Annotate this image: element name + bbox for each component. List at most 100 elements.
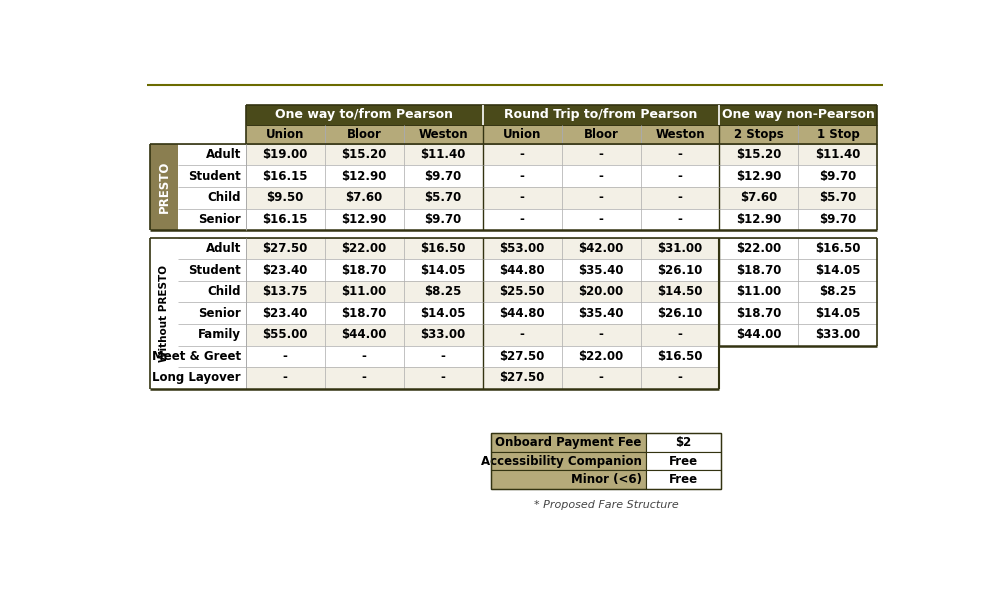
Text: Weston: Weston <box>655 128 705 141</box>
Text: $7.60: $7.60 <box>346 191 383 204</box>
Text: $8.25: $8.25 <box>424 285 462 298</box>
Text: $35.40: $35.40 <box>578 264 624 277</box>
Bar <box>246 324 877 346</box>
Text: -: - <box>677 213 682 226</box>
Bar <box>151 144 178 230</box>
Text: $42.00: $42.00 <box>578 242 624 255</box>
Text: $53.00: $53.00 <box>499 242 545 255</box>
Text: -: - <box>282 350 287 363</box>
Text: Bloor: Bloor <box>347 128 382 141</box>
Text: Adult: Adult <box>206 242 241 255</box>
Bar <box>720 238 877 346</box>
Bar <box>246 125 877 144</box>
Text: One way to/from Pearson: One way to/from Pearson <box>275 108 453 122</box>
Text: $14.05: $14.05 <box>815 264 860 277</box>
Text: $9.70: $9.70 <box>424 213 461 226</box>
Text: $16.50: $16.50 <box>657 350 702 363</box>
Text: $14.05: $14.05 <box>420 307 466 320</box>
Text: Long Layover: Long Layover <box>153 371 241 384</box>
Bar <box>646 452 721 470</box>
Text: -: - <box>520 213 525 226</box>
Bar <box>646 470 721 489</box>
Text: $13.75: $13.75 <box>262 285 308 298</box>
Bar <box>491 452 646 470</box>
Bar <box>246 238 877 260</box>
Text: $5.70: $5.70 <box>819 191 856 204</box>
Text: $11.40: $11.40 <box>420 148 466 161</box>
Text: $9.70: $9.70 <box>819 213 856 226</box>
Text: Round Trip to/from Pearson: Round Trip to/from Pearson <box>505 108 697 122</box>
Text: $27.50: $27.50 <box>262 242 308 255</box>
Text: $44.00: $44.00 <box>737 328 782 341</box>
Text: -: - <box>441 371 445 384</box>
Text: -: - <box>599 191 603 204</box>
Text: $16.50: $16.50 <box>815 242 860 255</box>
Text: -: - <box>362 371 367 384</box>
Text: $7.60: $7.60 <box>741 191 778 204</box>
Text: $22.00: $22.00 <box>579 350 624 363</box>
Text: $44.80: $44.80 <box>499 307 545 320</box>
Text: -: - <box>282 371 287 384</box>
Bar <box>178 238 246 389</box>
Text: Adult: Adult <box>206 148 241 161</box>
Bar <box>178 144 246 230</box>
Text: Child: Child <box>208 285 241 298</box>
Text: Weston: Weston <box>418 128 468 141</box>
Text: $9.70: $9.70 <box>819 170 856 183</box>
Text: One way non-Pearson: One way non-Pearson <box>722 108 875 122</box>
Text: -: - <box>599 371 603 384</box>
Text: Meet & Greet: Meet & Greet <box>152 350 241 363</box>
Text: -: - <box>599 148 603 161</box>
Text: $18.70: $18.70 <box>342 264 387 277</box>
Text: -: - <box>599 213 603 226</box>
Text: $33.00: $33.00 <box>420 328 465 341</box>
Text: -: - <box>677 148 682 161</box>
Text: PRESTO: PRESTO <box>158 161 171 213</box>
Text: $15.20: $15.20 <box>737 148 782 161</box>
Text: $27.50: $27.50 <box>499 371 545 384</box>
Text: Student: Student <box>188 170 241 183</box>
Text: -: - <box>677 371 682 384</box>
Text: $55.00: $55.00 <box>262 328 308 341</box>
Text: $26.10: $26.10 <box>657 307 702 320</box>
Bar <box>246 281 877 303</box>
Text: Family: Family <box>198 328 241 341</box>
Text: $20.00: $20.00 <box>579 285 624 298</box>
Bar <box>246 105 877 125</box>
Text: Senior: Senior <box>198 307 241 320</box>
Text: -: - <box>520 328 525 341</box>
Text: Onboard Payment Fee: Onboard Payment Fee <box>495 436 642 449</box>
Text: $22.00: $22.00 <box>737 242 782 255</box>
Text: $11.00: $11.00 <box>737 285 782 298</box>
Text: Minor (<6): Minor (<6) <box>571 473 642 486</box>
Text: Senior: Senior <box>198 213 241 226</box>
Text: $12.90: $12.90 <box>342 213 387 226</box>
Text: $14.05: $14.05 <box>420 264 466 277</box>
Text: $11.00: $11.00 <box>342 285 387 298</box>
Text: $18.70: $18.70 <box>342 307 387 320</box>
Text: Union: Union <box>266 128 305 141</box>
Text: $9.70: $9.70 <box>424 170 461 183</box>
Text: $14.50: $14.50 <box>657 285 702 298</box>
Text: Union: Union <box>502 128 542 141</box>
Bar <box>246 260 877 281</box>
Text: $15.20: $15.20 <box>342 148 387 161</box>
Text: $16.15: $16.15 <box>262 213 308 226</box>
Bar <box>246 303 877 324</box>
Bar <box>246 187 877 208</box>
Text: $23.40: $23.40 <box>262 307 308 320</box>
Text: $12.90: $12.90 <box>737 213 782 226</box>
Text: $12.90: $12.90 <box>737 170 782 183</box>
Text: $5.70: $5.70 <box>424 191 461 204</box>
Text: -: - <box>441 350 445 363</box>
Text: $16.15: $16.15 <box>262 170 308 183</box>
Text: -: - <box>677 170 682 183</box>
Text: -: - <box>520 148 525 161</box>
Text: $25.50: $25.50 <box>499 285 545 298</box>
Text: $23.40: $23.40 <box>262 264 308 277</box>
Text: $8.25: $8.25 <box>819 285 856 298</box>
Text: Bloor: Bloor <box>584 128 618 141</box>
Text: -: - <box>677 328 682 341</box>
Text: $14.05: $14.05 <box>815 307 860 320</box>
Bar <box>151 238 178 389</box>
